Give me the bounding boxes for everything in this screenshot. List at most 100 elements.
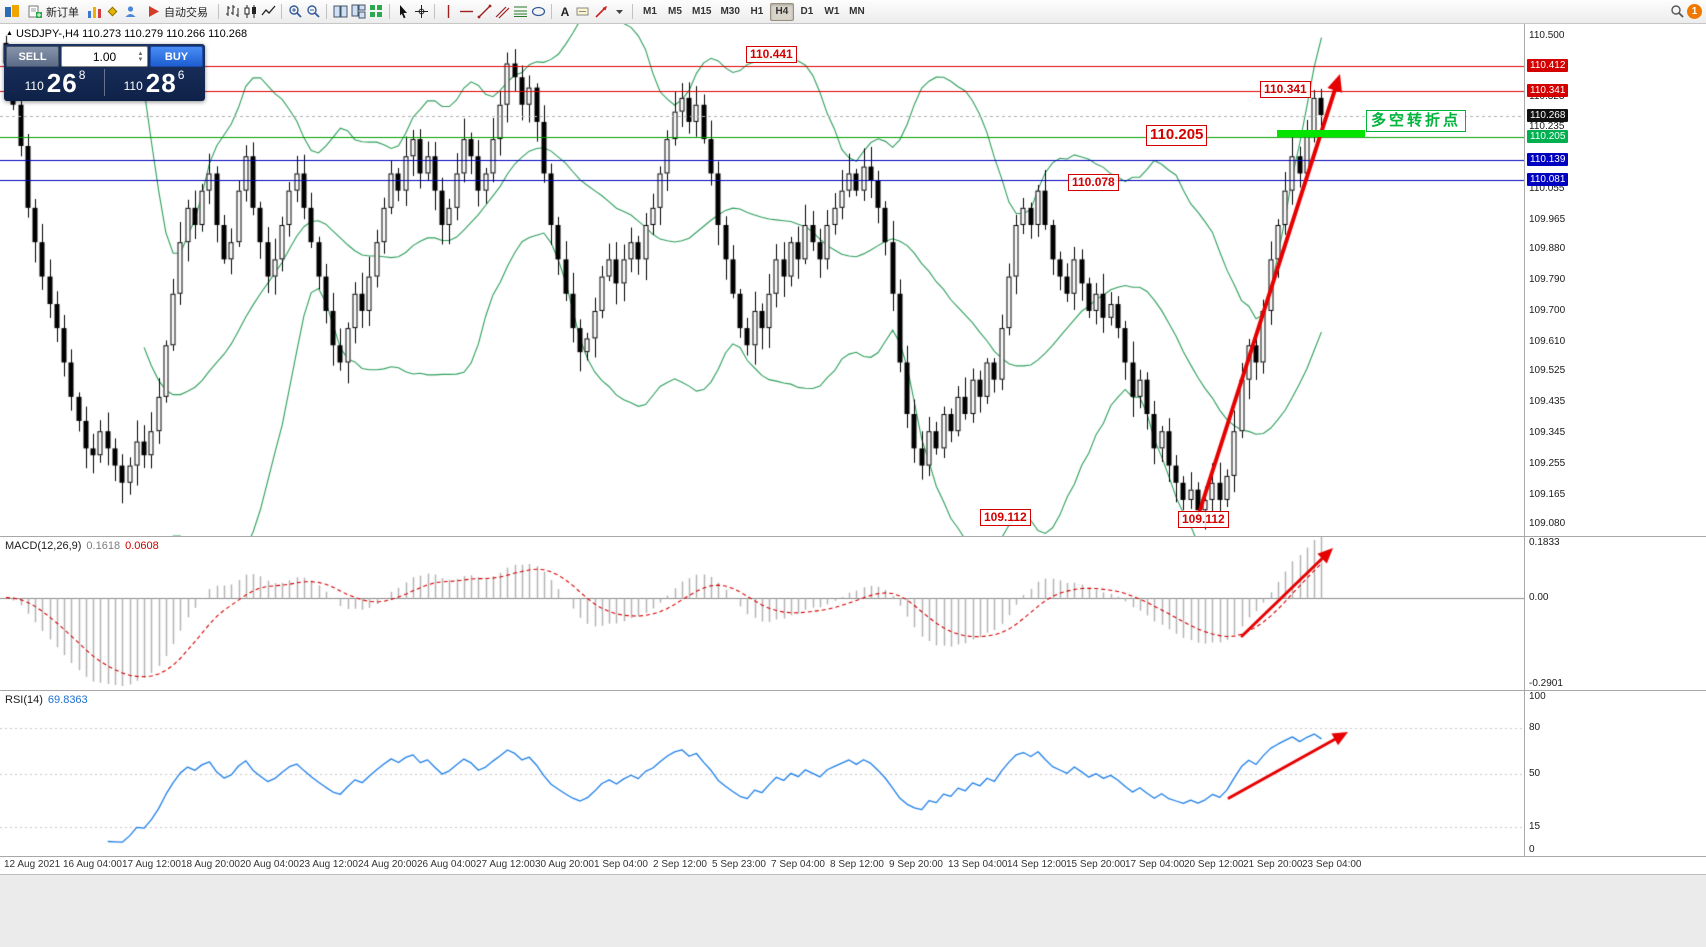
timeframe-w1-button[interactable]: W1: [824, 6, 840, 17]
main-chart-canvas[interactable]: [0, 24, 1524, 536]
timeframe-m30-button[interactable]: M30: [720, 6, 740, 17]
lot-spinner[interactable]: ▲ ▼: [135, 47, 146, 66]
rsi-label: RSI(14) 69.8363: [5, 694, 88, 706]
sell-price-big: 26: [46, 68, 78, 98]
price-annotation[interactable]: 110.341: [1260, 81, 1311, 98]
time-axis-label: 23 Aug 12:00: [299, 859, 358, 870]
line-chart-icon[interactable]: [260, 4, 276, 20]
collapse-triangle-icon[interactable]: ▲: [6, 30, 13, 37]
new-chart-icon[interactable]: [368, 4, 384, 20]
spinner-down-icon[interactable]: ▼: [137, 56, 144, 63]
panel-divider[interactable]: [0, 536, 1706, 537]
macd-axis-label: 0.1833: [1529, 537, 1560, 548]
cascade-windows-icon[interactable]: [350, 4, 366, 20]
fibonacci-icon[interactable]: [512, 4, 528, 20]
time-axis: 12 Aug 2021 16 Aug 04:00 17 Aug 12:00 18 Au…: [0, 857, 1524, 873]
time-axis-label: 12 Aug 2021: [4, 859, 61, 870]
price-annotation[interactable]: 110.078: [1068, 174, 1119, 191]
price-axis-label: 109.165: [1529, 489, 1566, 500]
macd-axis: 0.1833 0.00 -0.2901: [1525, 537, 1706, 690]
time-axis-label: 18 Aug 20:00: [181, 859, 240, 870]
zoom-in-icon[interactable]: [287, 4, 303, 20]
timeframe-h1-button[interactable]: H1: [750, 6, 764, 17]
rsi-value: 69.8363: [47, 694, 88, 706]
sell-price[interactable]: 110 26 8: [6, 67, 104, 98]
time-axis-label: 30 Aug 20:00: [535, 859, 594, 870]
buy-price[interactable]: 110 28 6: [105, 67, 203, 98]
vertical-line-icon[interactable]: [440, 4, 456, 20]
lot-size-input[interactable]: [62, 49, 147, 64]
price-axis-label: 109.525: [1529, 365, 1566, 376]
notification-badge[interactable]: 1: [1687, 4, 1702, 19]
panel-divider[interactable]: [0, 690, 1706, 691]
toolbar-separator: [551, 4, 552, 19]
zoom-out-icon[interactable]: [305, 4, 321, 20]
time-axis-label: 21 Sep 20:00: [1243, 859, 1303, 870]
timeframe-m15-button[interactable]: M15: [692, 6, 712, 17]
timeframe-d1-button[interactable]: D1: [800, 6, 814, 17]
time-axis-label: 7 Sep 04:00: [771, 859, 825, 870]
trade-panel-divider: [104, 69, 105, 96]
sell-price-sup: 8: [78, 68, 86, 82]
time-axis-label: 15 Sep 20:00: [1066, 859, 1126, 870]
lot-size-field[interactable]: ▲▼: [61, 46, 148, 67]
timeframe-m5-button[interactable]: M5: [668, 6, 682, 17]
template-diamond-icon[interactable]: [104, 4, 120, 20]
crosshair-icon[interactable]: [413, 4, 429, 20]
horizontal-line-icon[interactable]: [458, 4, 474, 20]
turning-point-bar[interactable]: [1277, 130, 1365, 137]
toolbar-separator: [326, 4, 327, 19]
charts-grid-icon[interactable]: [86, 4, 102, 20]
auto-trading-button[interactable]: 自动交易: [140, 2, 213, 22]
text-tool-label: A: [560, 4, 570, 19]
buy-price-sup: 6: [177, 68, 185, 82]
chevron-down-icon[interactable]: [611, 4, 627, 20]
time-axis-label: 8 Sep 12:00: [830, 859, 884, 870]
price-axis-label: 109.080: [1529, 518, 1566, 529]
turning-point-label[interactable]: 多空转折点: [1366, 110, 1467, 132]
macd-value-main: 0.1618: [86, 540, 121, 552]
time-axis-label: 2 Sep 12:00: [653, 859, 707, 870]
text-label-icon[interactable]: [575, 4, 591, 20]
auto-trading-icon: [145, 4, 161, 20]
timeframe-h4-button[interactable]: H4: [769, 2, 794, 21]
candlestick-chart-icon[interactable]: [242, 4, 258, 20]
buy-price-big: 28: [145, 68, 177, 98]
timeframe-m1-button[interactable]: M1: [643, 6, 657, 17]
profile-icon[interactable]: [122, 4, 138, 20]
search-icon[interactable]: [1669, 4, 1685, 20]
cursor-icon[interactable]: [395, 4, 411, 20]
price-axis-label: 109.880: [1529, 243, 1566, 254]
tile-windows-icon[interactable]: [332, 4, 348, 20]
time-axis-label: 9 Sep 20:00: [889, 859, 943, 870]
new-order-icon: [27, 4, 43, 20]
price-annotation[interactable]: 109.112: [1178, 511, 1229, 528]
app-logo-icon: [4, 4, 20, 20]
macd-value-signal: 0.0608: [125, 540, 159, 552]
sell-button[interactable]: SELL: [6, 46, 59, 67]
trendline-icon[interactable]: [476, 4, 492, 20]
price-annotation[interactable]: 109.112: [980, 509, 1031, 526]
channel-icon[interactable]: [494, 4, 510, 20]
price-axis-label: 110.235: [1529, 121, 1565, 132]
rsi-axis-label: 0: [1529, 844, 1535, 855]
price-axis-label: 109.610: [1529, 336, 1566, 347]
macd-panel-canvas[interactable]: [0, 537, 1524, 690]
rsi-panel-canvas[interactable]: [0, 691, 1524, 856]
top-toolbar: 新订单 自动交易: [0, 0, 1706, 24]
new-order-button[interactable]: 新订单: [22, 2, 84, 22]
buy-button[interactable]: BUY: [150, 46, 203, 67]
ellipse-icon[interactable]: [530, 4, 546, 20]
price-annotation[interactable]: 110.441: [746, 46, 797, 63]
bar-chart-icon[interactable]: [224, 4, 240, 20]
price-annotation[interactable]: 110.205: [1146, 125, 1208, 146]
one-click-trading-panel: SELL ▲▼ BUY 110 26 8 110 28 6: [4, 44, 205, 101]
text-icon[interactable]: A: [557, 4, 573, 20]
arrow-tool-icon[interactable]: [593, 4, 609, 20]
timeframe-mn-button[interactable]: MN: [849, 6, 865, 17]
toolbar-separator: [632, 4, 633, 19]
price-axis-label: 110.055: [1529, 183, 1565, 194]
spinner-up-icon[interactable]: ▲: [137, 50, 144, 57]
auto-trading-label: 自动交易: [164, 6, 208, 19]
